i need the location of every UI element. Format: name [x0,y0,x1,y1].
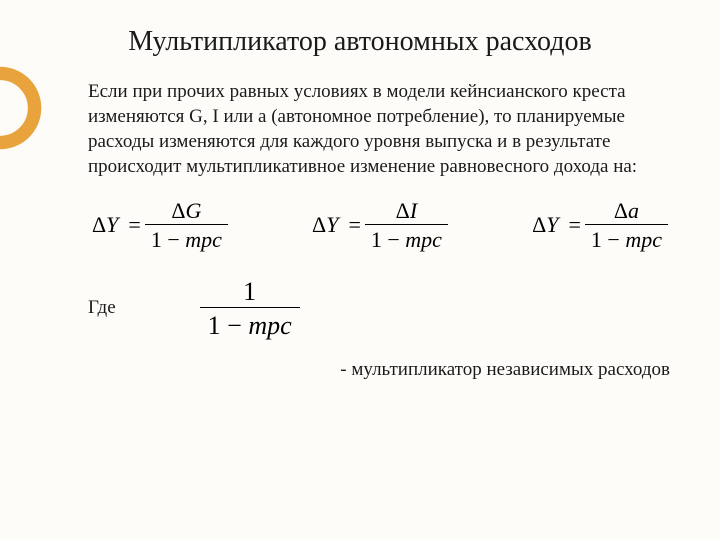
body-paragraph: Если при прочих равных условиях в модели… [88,79,672,179]
formulas-row: ΔY = ΔG 1 − mpc ΔY = ΔI 1 − mpc ΔY = Δa … [88,199,672,251]
one-minus: 1 − [591,227,620,252]
delta-symbol: Δ [312,212,326,237]
one-minus: 1 − [371,227,400,252]
fraction: ΔI 1 − mpc [365,199,448,251]
delta-symbol: Δ [171,198,185,223]
var-y: Y [326,212,338,237]
one-minus: 1 − [208,311,242,340]
one-minus: 1 − [151,227,180,252]
var-g: G [186,198,202,223]
footer-text: - мультипликатор независимых расходов [88,359,672,381]
slide-title: Мультипликатор автономных расходов [48,24,672,59]
var-i: I [410,198,417,223]
equals-sign: = [348,212,360,238]
delta-symbol: Δ [92,212,106,237]
delta-symbol: Δ [614,198,628,223]
var-mpc: mpc [185,227,222,252]
var-a: a [628,198,639,223]
formula-delta-a: ΔY = Δa 1 − mpc [532,199,668,251]
equals-sign: = [128,212,140,238]
delta-symbol: Δ [396,198,410,223]
var-mpc: mpc [248,311,291,340]
where-label: Где [88,297,116,319]
var-y: Y [106,212,118,237]
multiplier-fraction: 1 1 − mpc [200,278,300,340]
var-y: Y [546,212,558,237]
formula-delta-i: ΔY = ΔI 1 − mpc [312,199,448,251]
var-mpc: mpc [405,227,442,252]
where-row: Где 1 1 − mpc [88,278,672,340]
var-mpc: mpc [625,227,662,252]
fraction: ΔG 1 − mpc [145,199,228,251]
delta-symbol: Δ [532,212,546,237]
slide-content: Мультипликатор автономных расходов Если … [0,0,720,405]
numerator-one: 1 [233,278,266,307]
equals-sign: = [569,212,581,238]
fraction: Δa 1 − mpc [585,199,668,251]
formula-delta-g: ΔY = ΔG 1 − mpc [92,199,228,251]
